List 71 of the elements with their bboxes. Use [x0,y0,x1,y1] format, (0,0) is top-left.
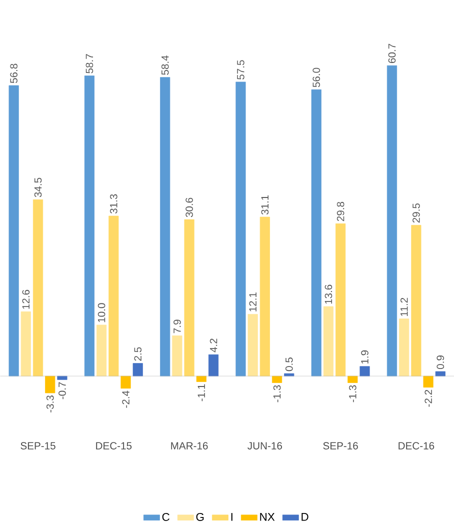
data-label: 0.9 [436,356,444,370]
bar [435,371,446,376]
legend-label: G [196,512,204,521]
data-label: 13.6 [324,284,332,304]
x-tick-label: JUN-16 [247,442,282,450]
bar [348,376,358,383]
bar [398,318,410,376]
data-label: -2.2 [424,390,432,407]
bar [120,376,131,389]
x-tick-label: MAR-16 [171,442,208,450]
x-tick-label: DEC-15 [96,442,132,450]
bar [184,219,194,376]
data-label: -2.4 [122,390,130,408]
data-label: 2.5 [134,347,142,361]
bar [423,376,434,388]
data-label: 58.4 [161,55,169,75]
bar [160,77,170,376]
x-tick-label: SEP-15 [20,442,56,450]
x-tick-label: SEP-16 [323,442,358,450]
data-label: -3.3 [46,396,54,412]
bar [172,335,182,376]
bar [208,354,218,376]
bar [32,199,43,376]
legend-label: C [162,512,170,521]
data-label: 56.8 [10,64,18,84]
bar [96,324,106,376]
bar [108,216,119,376]
data-label: 57.5 [237,60,244,80]
data-label: -1.3 [348,385,356,402]
data-label: 11.2 [400,298,408,316]
data-label: 0.5 [285,358,293,372]
bar [284,373,294,376]
data-label: 60.7 [388,44,396,63]
data-label: 10.0 [98,303,106,322]
x-tick-label: DEC-16 [398,442,434,450]
bar [323,306,334,376]
bar [311,89,322,376]
bar [57,376,68,380]
bar [236,82,246,376]
data-label: 29.5 [412,203,420,223]
data-label: 12.1 [249,292,256,312]
bar [132,363,143,376]
data-label: 34.5 [34,178,42,198]
bar [360,366,370,376]
data-label: -1.3 [273,385,281,402]
bar [386,65,397,376]
data-label: -1.1 [198,384,205,402]
bar [272,376,282,383]
data-label: 1.9 [361,350,368,364]
bar [44,376,56,394]
bar [196,376,206,382]
data-label: 4.2 [210,338,217,352]
bar [335,223,346,376]
bar [411,224,422,376]
data-label: 58.7 [86,54,94,74]
bar [84,76,94,376]
data-label: -0.7 [58,382,66,400]
bar [8,85,19,376]
data-label: 31.1 [261,195,268,215]
legend-label: NX [260,513,275,521]
data-label: 7.9 [173,320,181,334]
bar [260,216,270,376]
bar [20,311,31,376]
legend-label: I [231,513,232,521]
bar [248,314,258,376]
data-label: 12.6 [22,290,30,309]
data-label: 30.6 [186,198,193,218]
legend-label: D [302,513,308,521]
data-label: 56.0 [312,68,320,88]
data-label: 29.8 [336,202,344,222]
data-label: 31.3 [110,194,118,214]
